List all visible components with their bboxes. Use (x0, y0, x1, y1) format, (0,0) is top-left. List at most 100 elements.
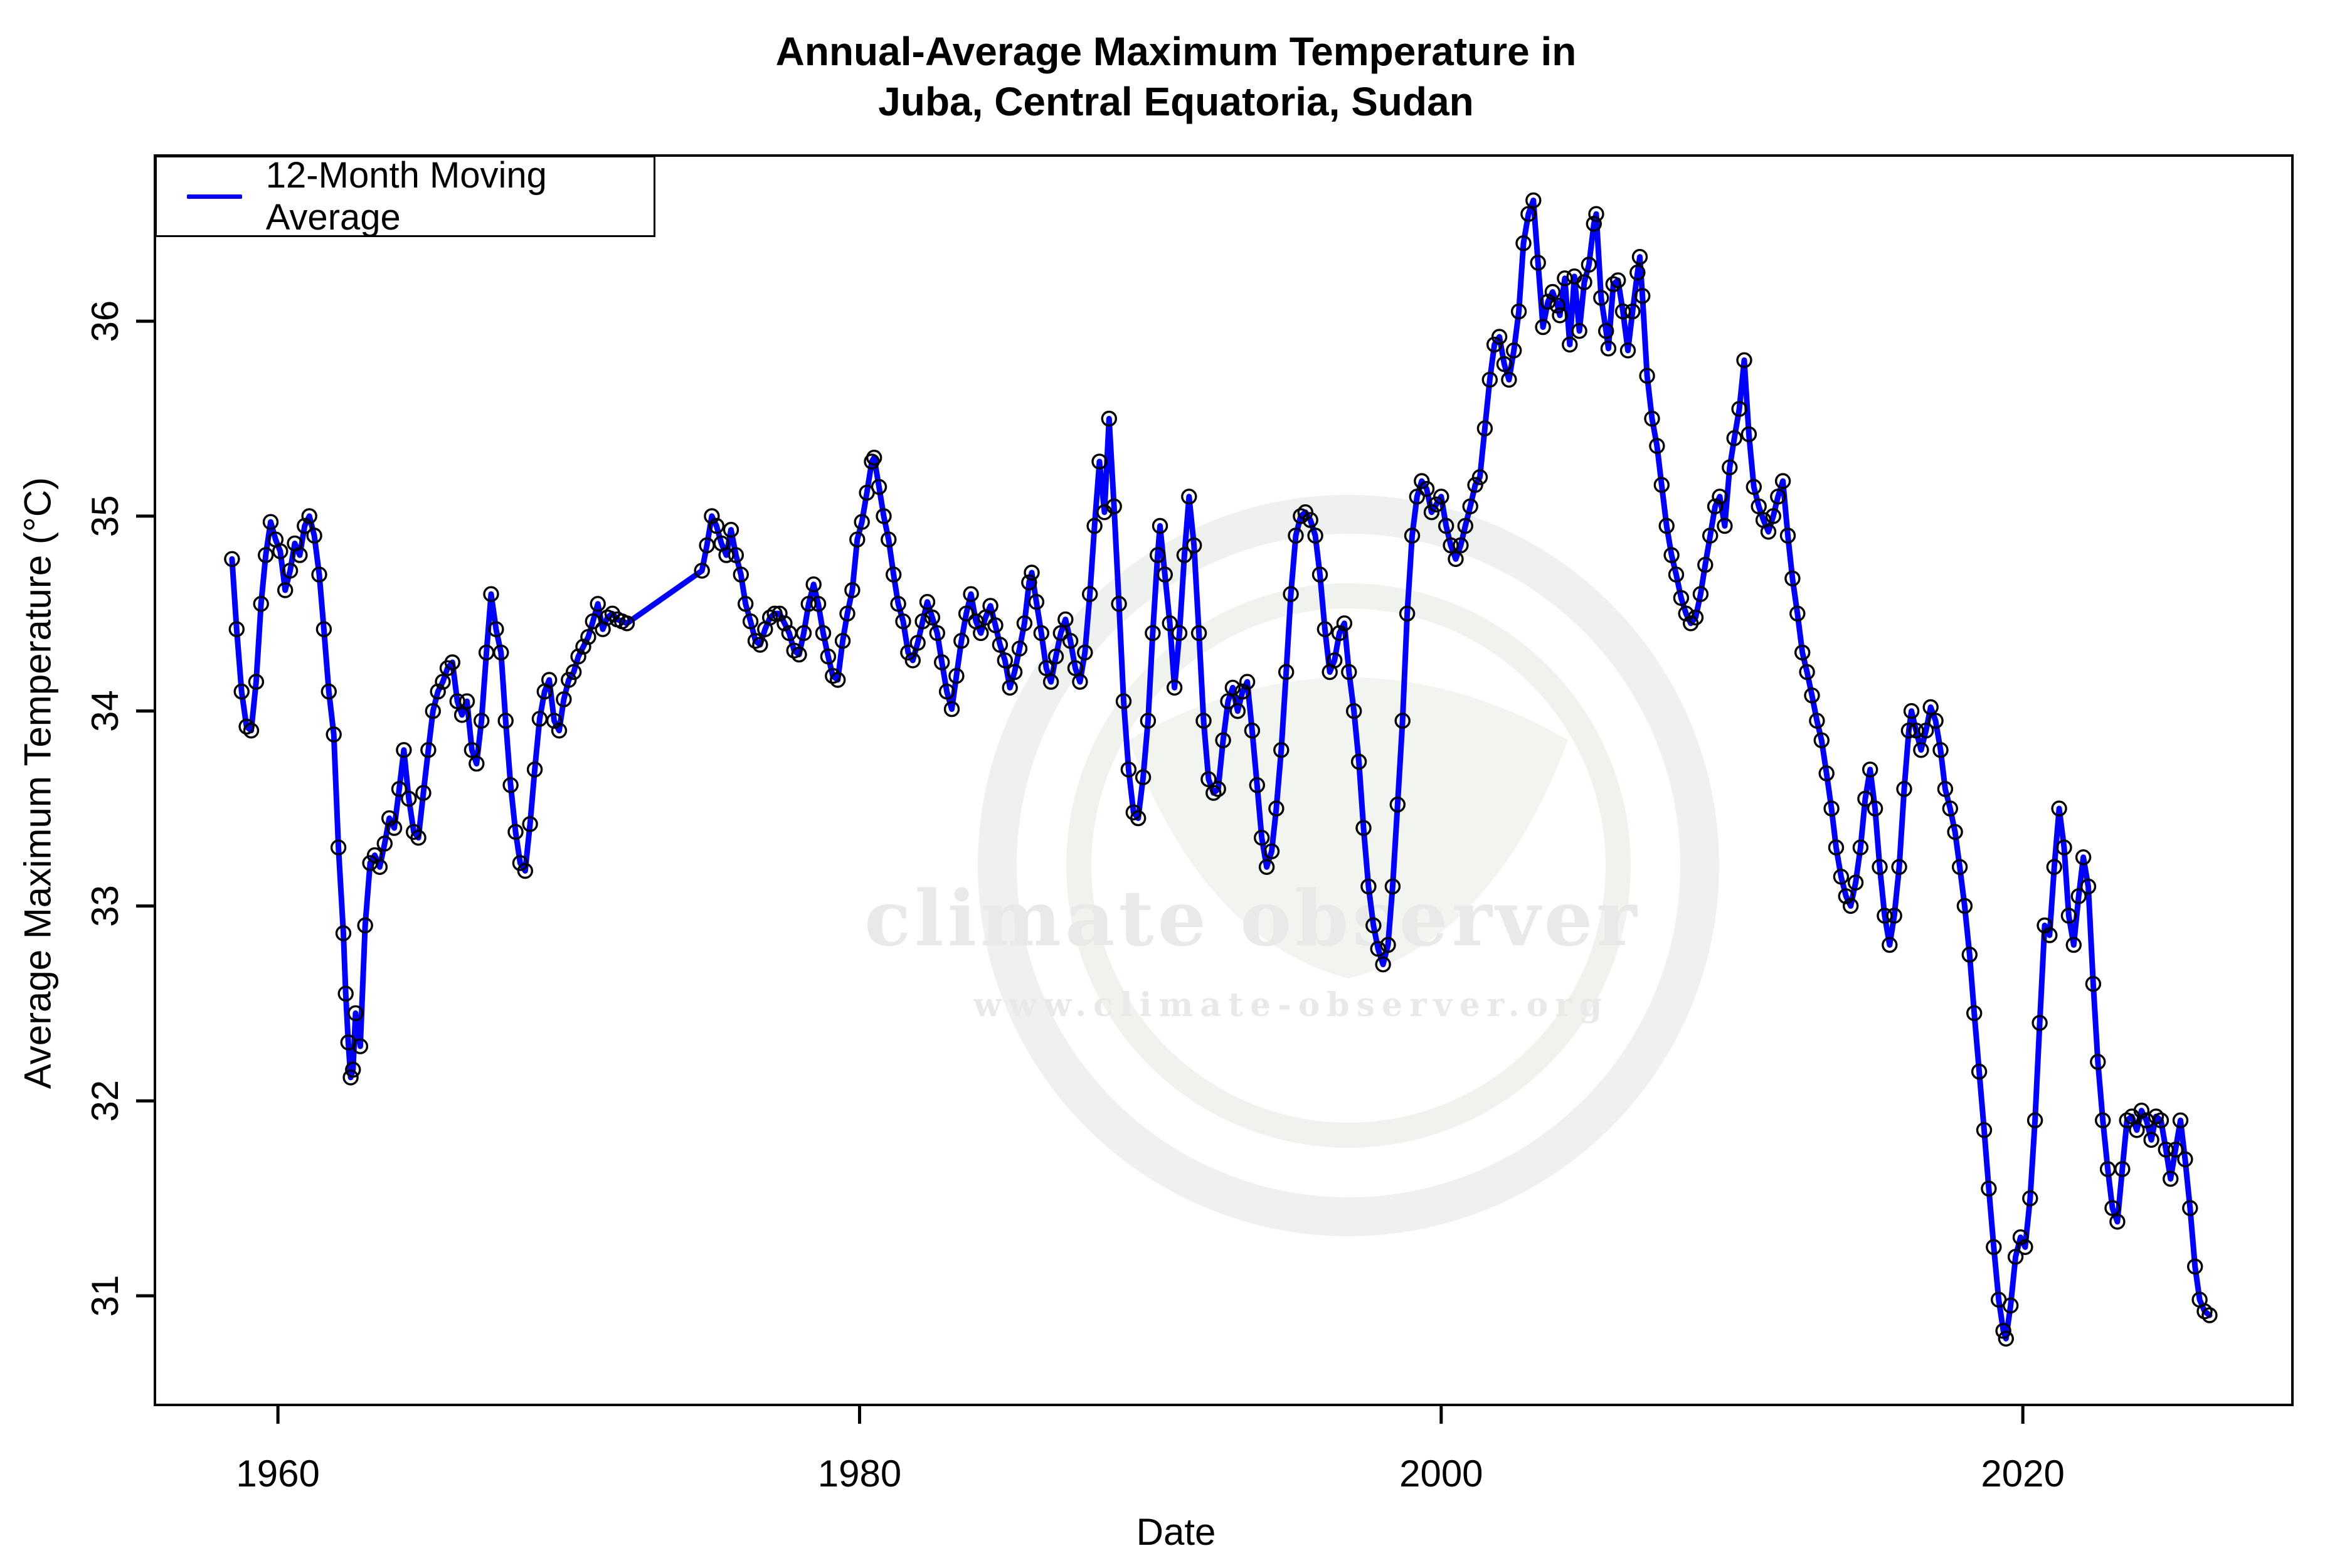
watermark-text: climate observer (864, 873, 1641, 963)
data-point-marker (580, 628, 596, 645)
data-point-marker (497, 712, 514, 729)
data-point-marker (1770, 489, 1786, 505)
data-point-marker (963, 586, 979, 602)
data-point-marker (904, 652, 921, 669)
data-point-marker (1297, 504, 1314, 521)
data-point-marker (1130, 810, 1147, 827)
data-point-marker (483, 586, 499, 602)
data-point-marker (1900, 723, 1917, 739)
data-point-marker (1448, 551, 1464, 567)
data-point-marker (1981, 1180, 1997, 1197)
data-point-marker (820, 648, 837, 665)
data-point-marker (575, 638, 591, 655)
data-point-marker (1986, 1239, 2002, 1256)
data-point-marker (1288, 527, 1304, 544)
data-point-marker (469, 755, 485, 772)
data-point-marker (1453, 537, 1469, 554)
data-point-marker (938, 683, 955, 700)
data-point-marker (1404, 527, 1421, 544)
data-point-marker (997, 652, 1014, 669)
data-point-marker (386, 820, 403, 836)
data-point-marker (2070, 888, 2087, 904)
data-point-marker (909, 635, 926, 651)
data-point-marker (2042, 927, 2058, 943)
data-point-marker (292, 547, 308, 563)
data-point-marker (1918, 723, 1934, 739)
data-point-marker (1842, 898, 1859, 914)
data-point-marker (1145, 625, 1161, 642)
data-point-marker (825, 667, 841, 684)
data-point-marker (1562, 336, 1578, 353)
data-point-marker (1149, 547, 1166, 563)
data-point-marker (1557, 270, 1573, 287)
data-point-marker (301, 508, 317, 524)
data-point-marker (1852, 839, 1869, 856)
data-point-marker (224, 551, 240, 567)
data-point-marker (1278, 664, 1295, 681)
data-point-marker (541, 672, 558, 688)
data-point-marker (297, 517, 313, 534)
data-point-marker (2143, 1131, 2159, 1148)
data-point-marker (277, 582, 294, 598)
data-point-marker (1877, 908, 1893, 924)
data-point-marker (1847, 874, 1864, 891)
data-point-marker (1673, 590, 1690, 607)
data-point-marker (885, 566, 902, 583)
data-point-marker (1162, 615, 1178, 632)
data-point-marker (2026, 1112, 2043, 1129)
data-point-marker (1644, 410, 1660, 427)
data-point-marker (1181, 489, 1197, 505)
data-point-marker (776, 615, 793, 632)
data-point-marker (306, 527, 322, 544)
data-point-marker (1307, 527, 1323, 544)
data-point-marker (1658, 517, 1675, 534)
data-point-marker (1891, 859, 1907, 876)
x-tick-label: 1960 (236, 1453, 319, 1495)
data-point-marker (2167, 1142, 2184, 1158)
data-point-marker (258, 547, 274, 563)
data-point-marker (1273, 742, 1290, 758)
data-point-marker (1370, 941, 1386, 957)
data-point-marker (444, 654, 460, 670)
data-point-marker (895, 613, 911, 630)
data-point-marker (415, 785, 432, 801)
data-point-marker (2080, 878, 2097, 895)
data-point-marker (526, 761, 543, 778)
data-point-marker (1692, 586, 1709, 602)
data-point-marker (1823, 800, 1840, 817)
data-point-marker (890, 596, 906, 612)
data-point-marker (1399, 605, 1416, 622)
data-point-marker (1872, 859, 1888, 876)
data-point-marker (464, 742, 480, 758)
data-point-marker (1588, 206, 1604, 222)
data-point-marker (1062, 633, 1079, 649)
y-tick-label: 36 (84, 300, 126, 342)
data-point-marker (1336, 615, 1353, 632)
data-point-marker (953, 633, 970, 649)
data-point-marker (1418, 480, 1435, 497)
data-point-marker (1740, 426, 1757, 443)
data-point-marker (742, 613, 759, 630)
data-point-marker (401, 790, 417, 807)
data-point-marker (1394, 712, 1411, 729)
data-point-marker (1765, 508, 1782, 524)
data-point-marker (1581, 257, 1597, 273)
data-point-marker (345, 1061, 361, 1078)
data-point-marker (1052, 625, 1069, 642)
data-point-marker (1867, 800, 1883, 817)
data-point-marker (1804, 687, 1820, 704)
data-point-marker (2056, 839, 2072, 856)
data-point-marker (1205, 785, 1222, 801)
data-point-marker (1476, 420, 1493, 437)
data-point-marker (1111, 596, 1127, 612)
data-point-marker (357, 917, 373, 934)
data-point-marker (1106, 498, 1122, 515)
data-point-marker (1481, 371, 1498, 388)
data-point-marker (1937, 781, 1954, 797)
data-point-marker (1072, 674, 1088, 690)
data-point-marker (1341, 664, 1357, 681)
data-point-marker (1409, 489, 1426, 505)
data-point-marker (311, 566, 327, 583)
x-axis-title: Date (1136, 1511, 1216, 1553)
data-point-marker (1505, 342, 1522, 359)
